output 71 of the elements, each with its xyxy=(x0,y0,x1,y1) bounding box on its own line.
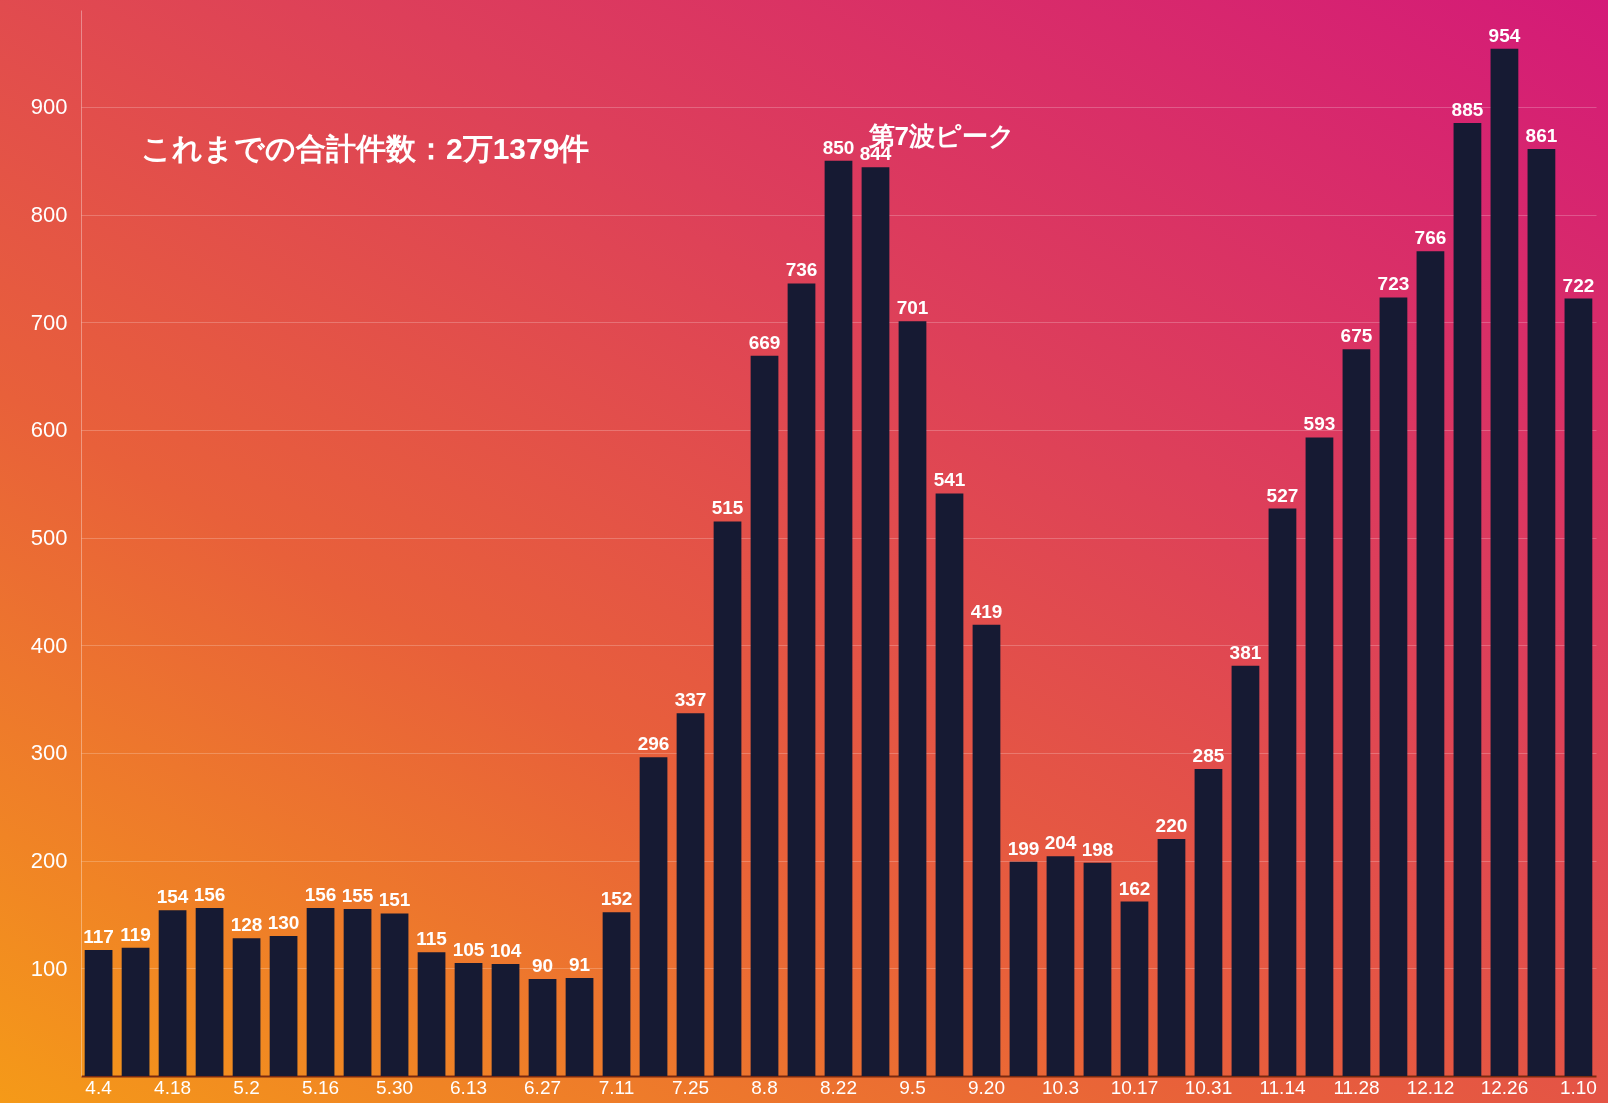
x-tick-label: 9.5 xyxy=(899,1076,926,1098)
data-label: 861 xyxy=(1525,124,1558,146)
x-tick-label: 10.17 xyxy=(1110,1076,1159,1098)
data-label: 419 xyxy=(970,600,1003,622)
x-tick-label: 6.27 xyxy=(524,1076,562,1098)
data-label: 128 xyxy=(230,914,263,936)
data-label: 723 xyxy=(1377,273,1410,295)
data-label: 115 xyxy=(416,928,448,950)
x-tick-label: 12.26 xyxy=(1480,1076,1529,1098)
y-tick-label: 100 xyxy=(30,955,68,981)
x-tick-label: 12.12 xyxy=(1406,1076,1455,1098)
data-label: 885 xyxy=(1451,99,1484,121)
data-label: 527 xyxy=(1266,484,1299,506)
y-tick-label: 300 xyxy=(30,740,68,766)
x-tick-label: 7.25 xyxy=(672,1076,710,1098)
data-label: 156 xyxy=(304,884,337,906)
x-tick-label: 10.31 xyxy=(1184,1076,1233,1098)
data-label: 722 xyxy=(1562,274,1595,296)
x-tick-label: 4.18 xyxy=(154,1076,192,1098)
data-label: 162 xyxy=(1118,877,1151,899)
data-label: 105 xyxy=(452,938,485,960)
annotation: これまでの合計件数：2万1379件 xyxy=(141,132,590,165)
data-label: 381 xyxy=(1229,641,1262,663)
y-tick-label: 700 xyxy=(30,309,68,335)
data-label: 154 xyxy=(156,886,189,908)
data-label: 541 xyxy=(933,469,966,491)
y-tick-label: 800 xyxy=(30,202,68,228)
data-label: 198 xyxy=(1081,838,1114,860)
data-label: 296 xyxy=(637,733,670,755)
data-label: 104 xyxy=(489,940,522,962)
data-label: 199 xyxy=(1007,837,1040,859)
data-label: 337 xyxy=(674,689,707,711)
data-label: 152 xyxy=(600,888,633,910)
data-label: 151 xyxy=(378,889,411,911)
x-tick-label: 9.20 xyxy=(967,1076,1005,1098)
data-label: 766 xyxy=(1414,227,1447,249)
data-label: 117 xyxy=(83,926,114,948)
y-tick-label: 600 xyxy=(30,417,68,443)
data-label: 701 xyxy=(896,297,929,319)
x-tick-label: 7.11 xyxy=(598,1076,635,1098)
data-label: 736 xyxy=(785,259,818,281)
x-tick-label: 8.8 xyxy=(751,1076,778,1098)
data-label: 285 xyxy=(1192,745,1225,767)
data-label: 155 xyxy=(341,885,374,907)
y-tick-label: 200 xyxy=(30,848,68,874)
x-tick-label: 10.3 xyxy=(1041,1076,1079,1098)
data-label: 130 xyxy=(267,912,300,934)
data-label: 220 xyxy=(1155,815,1188,837)
data-label: 850 xyxy=(822,136,855,158)
data-label: 156 xyxy=(193,884,226,906)
data-label: 119 xyxy=(120,923,151,945)
x-tick-label: 4.4 xyxy=(85,1076,113,1098)
data-label: 593 xyxy=(1303,413,1336,435)
y-tick-label: 400 xyxy=(30,632,68,658)
x-tick-label: 1.10 xyxy=(1559,1076,1597,1098)
data-label: 669 xyxy=(748,331,781,353)
data-label: 204 xyxy=(1044,832,1077,854)
x-tick-label: 6.13 xyxy=(450,1076,488,1098)
x-tick-label: 11.28 xyxy=(1333,1076,1380,1098)
x-tick-label: 5.2 xyxy=(233,1076,260,1098)
data-label: 954 xyxy=(1488,24,1521,46)
x-tick-label: 8.22 xyxy=(820,1076,857,1098)
x-tick-label: 11.14 xyxy=(1259,1076,1306,1098)
data-label: 515 xyxy=(711,497,744,519)
data-label: 675 xyxy=(1340,325,1373,347)
x-tick-label: 5.16 xyxy=(302,1076,340,1098)
x-tick-label: 5.30 xyxy=(376,1076,414,1098)
y-tick-label: 500 xyxy=(30,525,68,551)
data-label: 91 xyxy=(568,954,591,976)
y-tick-label: 900 xyxy=(30,94,68,120)
data-label: 90 xyxy=(531,955,554,977)
